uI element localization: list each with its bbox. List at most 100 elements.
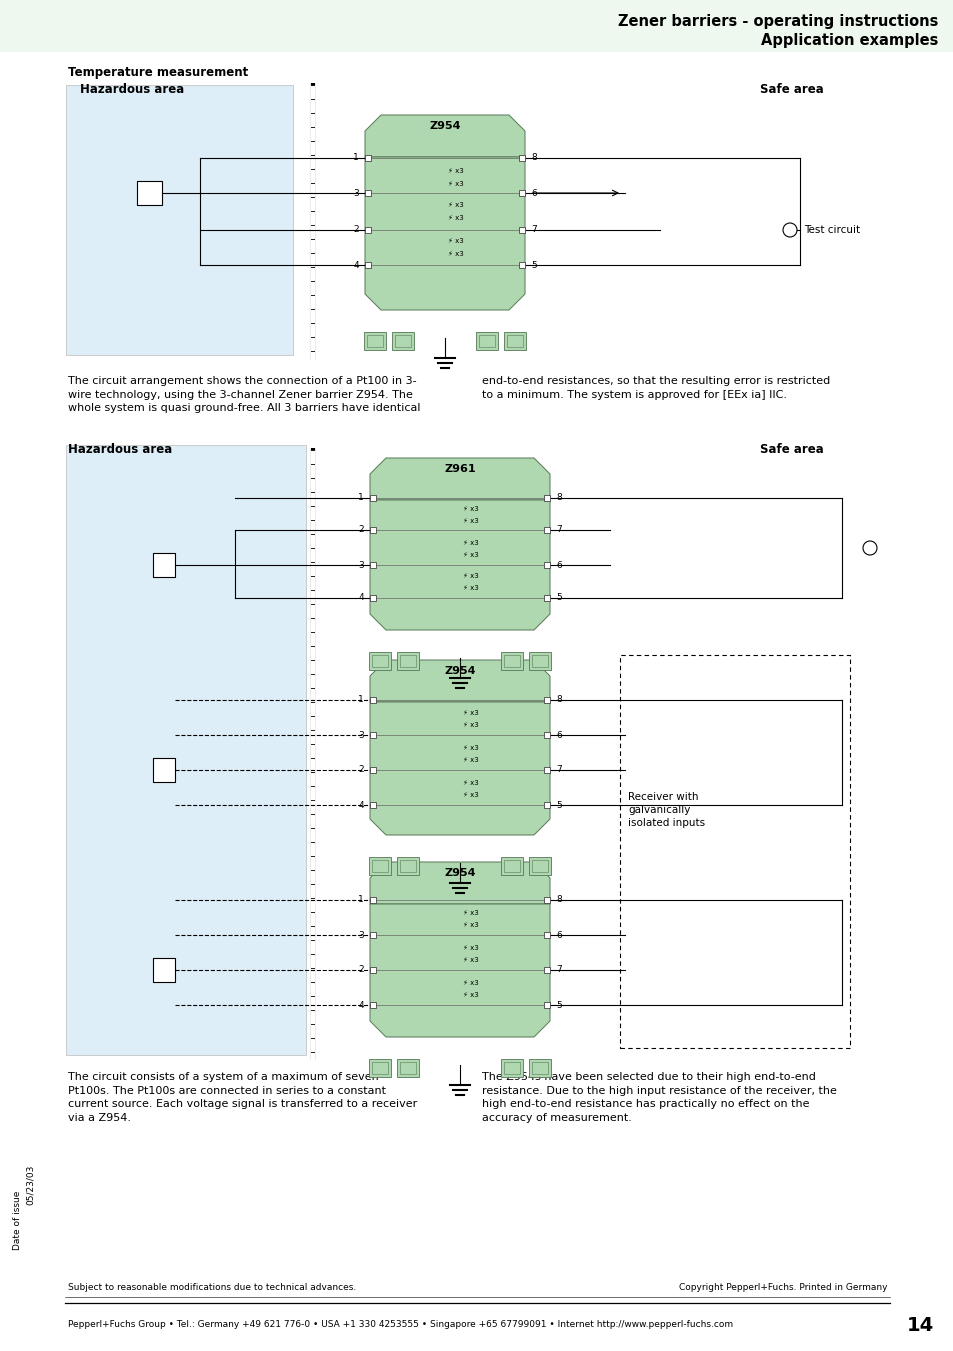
Bar	[370, 527, 375, 532]
Text: 3: 3	[358, 561, 364, 570]
Bar	[543, 802, 549, 808]
Bar	[503, 655, 519, 667]
Text: 3: 3	[358, 731, 364, 739]
Bar	[543, 967, 549, 973]
Text: Safe area: Safe area	[760, 443, 822, 457]
Text: 3: 3	[353, 189, 358, 197]
Bar	[518, 155, 524, 161]
Bar	[476, 332, 497, 350]
Text: 05/23/03: 05/23/03	[26, 1165, 34, 1205]
Bar	[543, 596, 549, 601]
Bar	[619, 655, 849, 1048]
Text: ⚡ x3: ⚡ x3	[448, 238, 463, 243]
Bar	[370, 932, 375, 938]
Text: ⚡ x3: ⚡ x3	[462, 911, 478, 916]
Bar	[152, 958, 174, 982]
Text: ⚡ x3: ⚡ x3	[462, 921, 478, 928]
Bar	[369, 653, 391, 670]
Bar	[370, 802, 375, 808]
Bar	[370, 767, 375, 773]
Bar	[396, 857, 418, 875]
Text: ⚡ x3: ⚡ x3	[462, 792, 478, 798]
Text: Temperature measurement: Temperature measurement	[68, 66, 248, 78]
Bar	[399, 655, 416, 667]
Text: ⚡ x3: ⚡ x3	[462, 711, 478, 716]
Bar	[399, 861, 416, 871]
Text: 7: 7	[556, 526, 561, 535]
Text: ⚡ x3: ⚡ x3	[462, 721, 478, 728]
Bar	[66, 444, 306, 1055]
Bar	[370, 596, 375, 601]
Text: 5: 5	[556, 593, 561, 603]
Bar	[500, 857, 522, 875]
Text: ⚡ x3: ⚡ x3	[448, 201, 463, 208]
Text: ⚡ x3: ⚡ x3	[462, 507, 478, 512]
Text: ⚡ x3: ⚡ x3	[462, 780, 478, 786]
Text: ⚡ x3: ⚡ x3	[462, 517, 478, 524]
Bar	[364, 332, 386, 350]
Text: Pepperl+Fuchs Group • Tel.: Germany +49 621 776-0 • USA +1 330 4253555 • Singapo: Pepperl+Fuchs Group • Tel.: Germany +49 …	[68, 1320, 732, 1329]
Bar	[365, 262, 371, 267]
Text: ⚡ x3: ⚡ x3	[462, 957, 478, 963]
Text: 2: 2	[353, 226, 358, 235]
Text: 1: 1	[353, 154, 358, 162]
Text: 7: 7	[556, 766, 561, 774]
Bar	[532, 1062, 547, 1074]
Text: 7: 7	[531, 226, 537, 235]
Text: Copyright Pepperl+Fuchs. Printed in Germany: Copyright Pepperl+Fuchs. Printed in Germ…	[679, 1283, 887, 1292]
Text: 1: 1	[358, 493, 364, 503]
Bar	[529, 857, 551, 875]
Bar	[543, 932, 549, 938]
Text: 4: 4	[358, 593, 364, 603]
Text: Receiver with
galvanically
isolated inputs: Receiver with galvanically isolated inpu…	[627, 792, 704, 828]
Bar	[503, 861, 519, 871]
Polygon shape	[370, 904, 550, 1038]
Bar	[543, 897, 549, 902]
Polygon shape	[370, 661, 550, 703]
Bar	[370, 697, 375, 703]
Bar	[395, 335, 411, 347]
Bar	[370, 496, 375, 501]
Text: Date of issue: Date of issue	[13, 1190, 23, 1250]
Bar	[372, 861, 388, 871]
Text: ⚡ x3: ⚡ x3	[462, 992, 478, 998]
Text: 4: 4	[358, 1001, 364, 1009]
Text: ⚡ x3: ⚡ x3	[462, 944, 478, 951]
Polygon shape	[370, 862, 550, 904]
Text: Test circuit: Test circuit	[803, 226, 860, 235]
Text: 6: 6	[531, 189, 537, 197]
Text: ⚡ x3: ⚡ x3	[462, 553, 478, 558]
Text: The circuit arrangement shows the connection of a Pt100 in 3-
wire technology, u: The circuit arrangement shows the connec…	[68, 376, 420, 413]
Text: Application examples: Application examples	[760, 32, 937, 49]
Text: 4: 4	[358, 801, 364, 809]
Bar	[518, 190, 524, 196]
Circle shape	[862, 540, 876, 555]
Bar	[543, 496, 549, 501]
Text: 7: 7	[556, 966, 561, 974]
Text: 2: 2	[358, 766, 364, 774]
Bar	[367, 335, 382, 347]
Bar	[365, 190, 371, 196]
Bar	[518, 262, 524, 267]
Bar	[543, 527, 549, 532]
Text: 6: 6	[556, 931, 561, 939]
Text: ⚡ x3: ⚡ x3	[448, 215, 463, 220]
Text: 8: 8	[556, 896, 561, 905]
Bar	[370, 1002, 375, 1008]
Text: 8: 8	[556, 696, 561, 704]
Text: Zener barriers - operating instructions: Zener barriers - operating instructions	[617, 14, 937, 28]
Bar	[365, 227, 371, 232]
Bar	[365, 155, 371, 161]
Text: Hazardous area: Hazardous area	[80, 82, 184, 96]
Bar	[370, 897, 375, 902]
Bar	[392, 332, 414, 350]
Bar	[369, 1059, 391, 1077]
Bar	[369, 857, 391, 875]
Text: 5: 5	[531, 261, 537, 269]
Text: 1: 1	[358, 696, 364, 704]
Bar	[506, 335, 522, 347]
Bar	[396, 1059, 418, 1077]
Text: Hazardous area: Hazardous area	[68, 443, 172, 457]
Text: Z961: Z961	[444, 463, 476, 474]
Bar	[0, 0, 953, 51]
